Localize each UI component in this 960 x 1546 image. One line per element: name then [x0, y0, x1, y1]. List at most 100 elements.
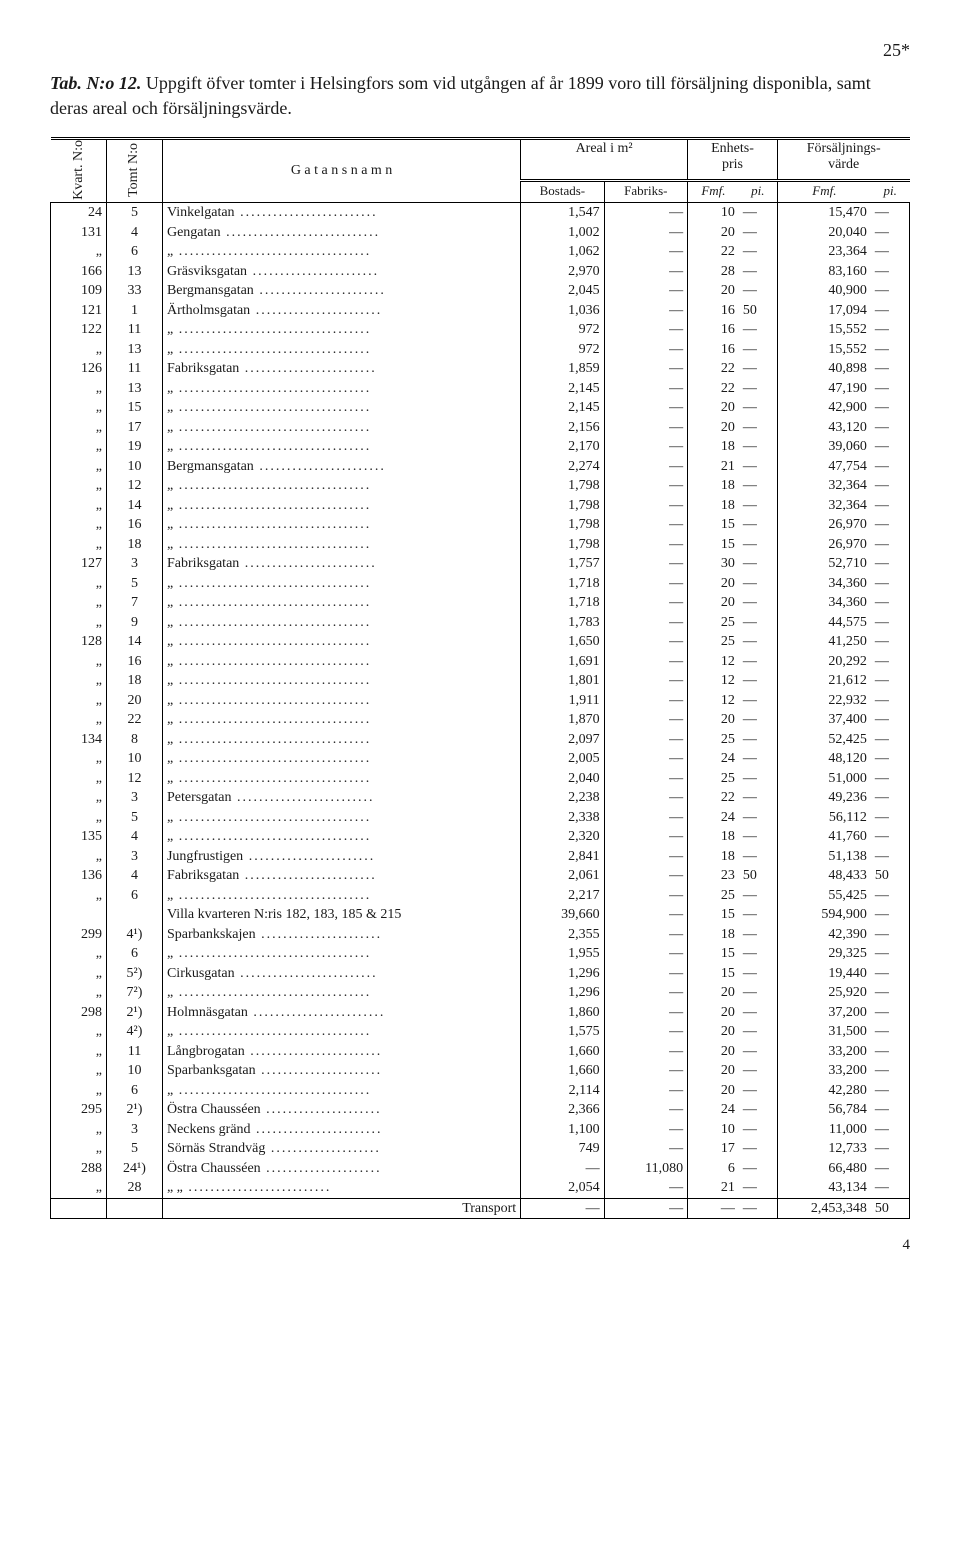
- cell: 1,100: [521, 1120, 604, 1140]
- table-row: „5„ ...................................2…: [51, 808, 910, 828]
- cell: —: [604, 1042, 687, 1062]
- cell: 2,040: [521, 769, 604, 789]
- cell: Bergmansgatan .......................: [162, 281, 520, 301]
- cell: 2,217: [521, 886, 604, 906]
- cell: 25: [688, 613, 739, 633]
- cell: 11: [106, 359, 162, 379]
- cell: —: [739, 671, 778, 691]
- cell: 25,920: [777, 983, 871, 1003]
- cell: 20: [688, 1003, 739, 1023]
- cell: 972: [521, 340, 604, 360]
- cell: —: [739, 1061, 778, 1081]
- cell: 16: [688, 301, 739, 321]
- cell: 17: [688, 1139, 739, 1159]
- cell: —: [871, 1178, 910, 1198]
- cell: „: [51, 574, 107, 594]
- cell: 1,798: [521, 535, 604, 555]
- cell: Neckens gränd .......................: [162, 1120, 520, 1140]
- cell: „: [51, 886, 107, 906]
- page-number-top: 25*: [50, 40, 910, 61]
- cell: „ ...................................: [162, 613, 520, 633]
- cell: —: [871, 281, 910, 301]
- table-row: 1211Ärtholmsgatan ......................…: [51, 301, 910, 321]
- cell: Gräsviksgatan .......................: [162, 262, 520, 282]
- table-row: „11Långbrogatan ........................…: [51, 1042, 910, 1062]
- cell: 19,440: [777, 964, 871, 984]
- cell: 48,433: [777, 866, 871, 886]
- cell: 51,138: [777, 847, 871, 867]
- cell: „ ...................................: [162, 340, 520, 360]
- cell: 1,860: [521, 1003, 604, 1023]
- cell: Sparbankskajen ......................: [162, 925, 520, 945]
- cell: 2,238: [521, 788, 604, 808]
- cell: 40,898: [777, 359, 871, 379]
- cell: —: [604, 515, 687, 535]
- cell: 20: [688, 418, 739, 438]
- cell: 18: [688, 925, 739, 945]
- table-row: „6„ ...................................1…: [51, 944, 910, 964]
- cell: 55,425: [777, 886, 871, 906]
- cell: 1,062: [521, 242, 604, 262]
- cell: —: [739, 574, 778, 594]
- cell: 5²): [106, 964, 162, 984]
- cell: 299: [51, 925, 107, 945]
- cell: —: [871, 808, 910, 828]
- cell: 3: [106, 554, 162, 574]
- cell: 4: [106, 866, 162, 886]
- cell: —: [871, 340, 910, 360]
- cell: —: [739, 613, 778, 633]
- cell: —: [604, 593, 687, 613]
- cell: —: [604, 964, 687, 984]
- cell: „ ...................................: [162, 574, 520, 594]
- cell: 21: [688, 457, 739, 477]
- cell: —: [604, 223, 687, 243]
- cell: 12: [688, 691, 739, 711]
- cell: 19: [106, 437, 162, 457]
- cell: —: [739, 535, 778, 555]
- table-row: „22„ ...................................…: [51, 710, 910, 730]
- table-row: „5Sörnäs Strandväg ....................7…: [51, 1139, 910, 1159]
- cell: „: [51, 710, 107, 730]
- cell: —: [871, 203, 910, 223]
- cell: 37,400: [777, 710, 871, 730]
- cell: —: [871, 671, 910, 691]
- cell: 16: [106, 652, 162, 672]
- cell: „ ...................................: [162, 496, 520, 516]
- cell: 4²): [106, 1022, 162, 1042]
- cell: 20: [106, 691, 162, 711]
- cell: —: [871, 905, 910, 925]
- cell: —: [739, 1022, 778, 1042]
- cell: 1,650: [521, 632, 604, 652]
- cell: —: [604, 827, 687, 847]
- table-row: 1273Fabriksgatan .......................…: [51, 554, 910, 574]
- cell: [51, 905, 107, 925]
- table-row: „3Jungfrustigen .......................2…: [51, 847, 910, 867]
- header-pi-2: pi.: [871, 180, 910, 202]
- cell: 12: [106, 769, 162, 789]
- table-row: 1354„ ..................................…: [51, 827, 910, 847]
- cell: —: [739, 359, 778, 379]
- cell: —: [871, 301, 910, 321]
- header-pi-1: pi.: [739, 180, 778, 202]
- cell: 13: [106, 340, 162, 360]
- cell: —: [871, 242, 910, 262]
- table-row: „18„ ...................................…: [51, 535, 910, 555]
- cell: —: [871, 457, 910, 477]
- cell: 10: [106, 457, 162, 477]
- cell: 43,120: [777, 418, 871, 438]
- cell: —: [739, 983, 778, 1003]
- cell: —: [604, 886, 687, 906]
- cell: —: [871, 886, 910, 906]
- cell: 3: [106, 1120, 162, 1140]
- cell: 56,112: [777, 808, 871, 828]
- cell: „: [51, 1061, 107, 1081]
- cell: „ ...................................: [162, 691, 520, 711]
- cell: 135: [51, 827, 107, 847]
- cell: 50: [871, 866, 910, 886]
- table-row: „16„ ...................................…: [51, 652, 910, 672]
- cell: —: [604, 788, 687, 808]
- cell: 20: [688, 281, 739, 301]
- table-row: „10„ ...................................…: [51, 749, 910, 769]
- cell: 134: [51, 730, 107, 750]
- cell: „ ...................................: [162, 1022, 520, 1042]
